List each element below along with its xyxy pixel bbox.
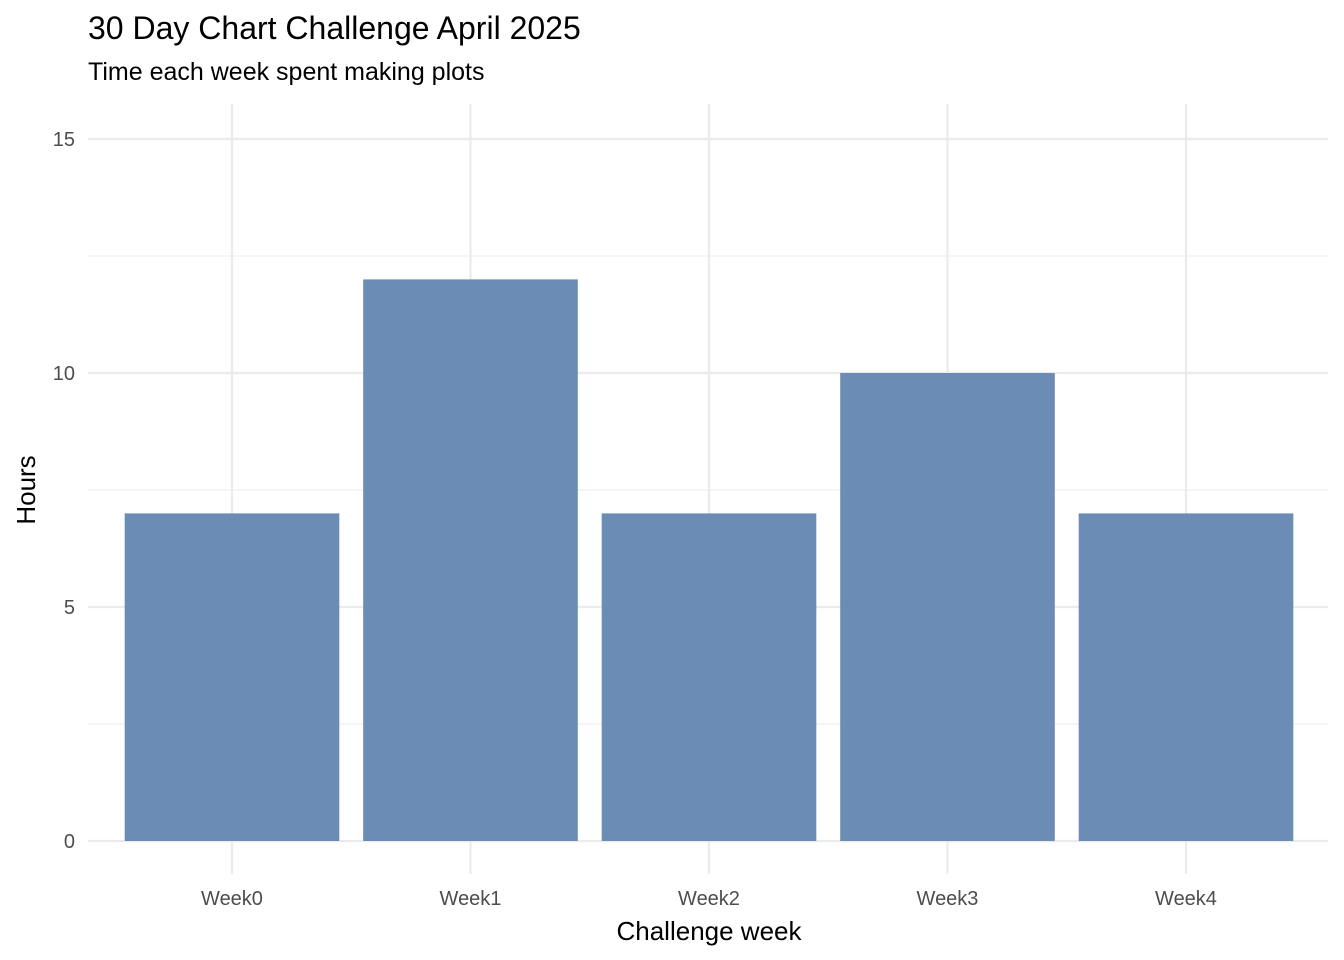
x-axis-ticks: Week0 Week1 Week2 Week3 Week4 (201, 888, 1217, 910)
bars (124, 279, 1294, 841)
bar-week2 (601, 513, 817, 841)
y-axis-ticks: 0 5 10 15 (53, 129, 75, 853)
y-tick-label: 10 (53, 363, 75, 385)
y-tick-label: 15 (53, 129, 75, 151)
bar-week1 (363, 279, 578, 841)
y-axis-title: Hours (11, 455, 41, 524)
chart-subtitle: Time each week spent making plots (88, 58, 485, 86)
bar-week4 (1078, 513, 1294, 841)
x-tick-label: Week2 (678, 888, 740, 910)
bar-week3 (840, 373, 1055, 841)
x-tick-label: Week0 (201, 888, 263, 910)
x-tick-label: Week3 (917, 888, 979, 910)
chart-title: 30 Day Chart Challenge April 2025 (88, 10, 581, 46)
y-tick-label: 5 (64, 597, 75, 619)
x-tick-label: Week4 (1155, 888, 1217, 910)
x-axis-title: Challenge week (616, 916, 802, 946)
bar-week0 (124, 513, 340, 841)
x-tick-label: Week1 (440, 888, 502, 910)
y-tick-label: 0 (64, 831, 75, 853)
